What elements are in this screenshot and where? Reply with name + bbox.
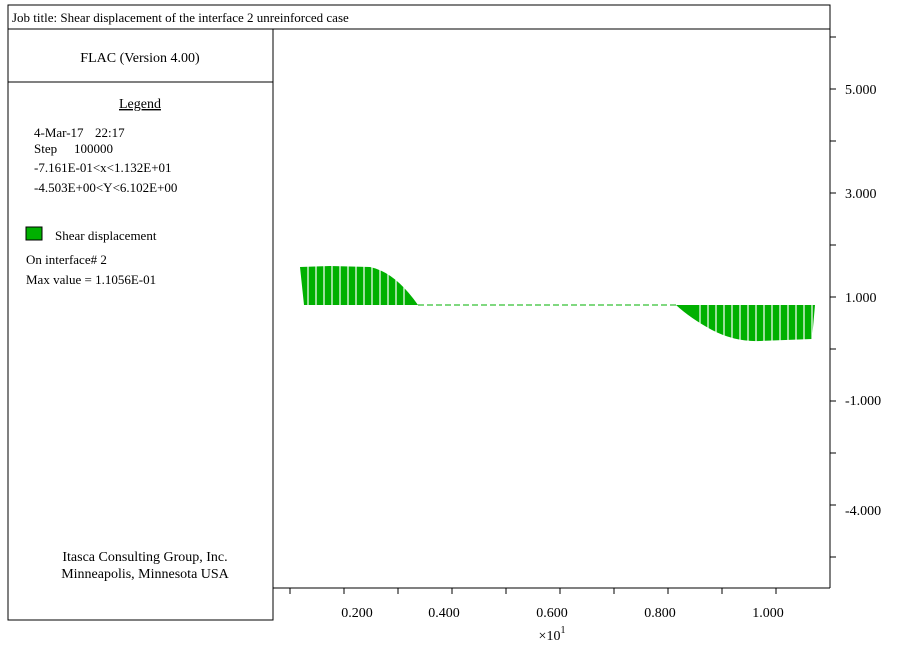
legend-heading: Legend: [119, 97, 161, 112]
shear-area: [300, 266, 418, 305]
multiplier: ×10: [539, 629, 561, 644]
y-tick-label: 5.000: [845, 83, 877, 98]
legend-x-range: -7.161E-01<x<1.132E+01: [34, 160, 172, 175]
exponent: 1: [560, 625, 565, 636]
version: FLAC (Version 4.00): [80, 51, 200, 66]
job-title: Job title: Shear displacement of the int…: [12, 10, 349, 25]
y-tick-label: 3.000: [845, 187, 877, 202]
legend-date: 4-Mar-17: [34, 125, 84, 140]
legend-item: Shear displacement: [55, 228, 157, 243]
legend-step: 100000: [74, 141, 113, 156]
y-tick-label: 1.000: [845, 291, 877, 306]
x-tick-label: 0.200: [341, 606, 373, 621]
footer-line: Itasca Consulting Group, Inc.: [62, 550, 227, 565]
legend-panel: [7, 28, 274, 621]
footer-line: Minneapolis, Minnesota USA: [61, 567, 229, 582]
shear-shape: [300, 260, 815, 345]
x-tick-label: 0.600: [536, 606, 568, 621]
y-tick-label: -4.000: [845, 504, 881, 519]
x-tick-label: 0.400: [428, 606, 460, 621]
legend-swatch: [25, 226, 43, 241]
shear-area: [676, 305, 815, 342]
legend-max-value: Max value = 1.1056E-01: [26, 272, 156, 287]
x-tick-label: 0.800: [644, 606, 676, 621]
x-multiplier: ×101: [539, 625, 566, 644]
x-tick-label: 1.000: [752, 606, 784, 621]
y-tick-label: -1.000: [845, 394, 881, 409]
legend-interface: On interface# 2: [26, 252, 107, 267]
title-bar: [7, 4, 831, 30]
legend-y-range: -4.503E+00<Y<6.102E+00: [34, 180, 177, 195]
legend-step-label: Step: [34, 141, 57, 156]
legend-time: 22:17: [95, 125, 125, 140]
